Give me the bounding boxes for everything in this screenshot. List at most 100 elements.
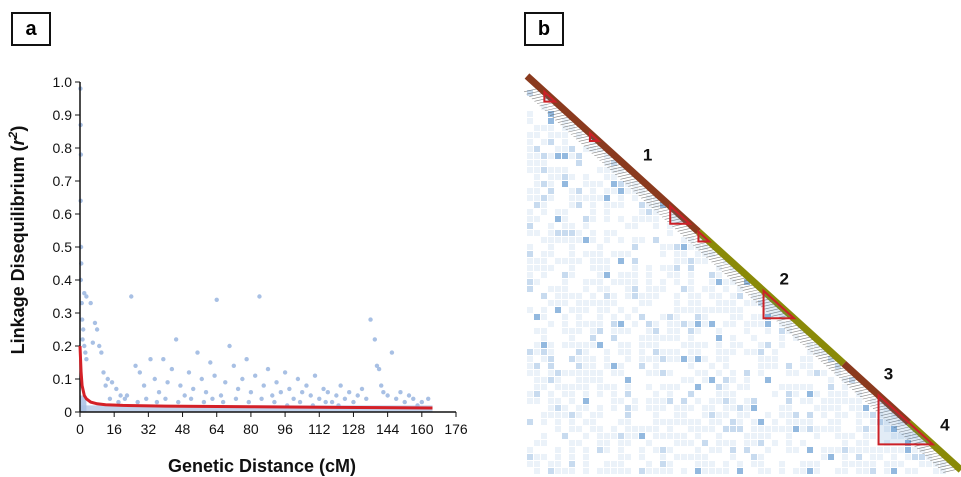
heatmap-cell [814, 461, 820, 467]
heatmap-cell [555, 286, 561, 292]
hatch-line [810, 348, 824, 353]
heatmap-cell [618, 272, 624, 278]
hatch-line [708, 256, 722, 260]
hatch-line [831, 367, 845, 372]
heatmap-cell [821, 370, 827, 376]
heatmap-cell [660, 251, 666, 257]
heatmap-cell [646, 321, 652, 327]
heatmap-cell [597, 272, 603, 278]
heatmap-cell [625, 342, 631, 348]
heatmap-cell [541, 251, 547, 257]
heatmap-cell [828, 447, 834, 453]
hatch-line [883, 414, 897, 419]
heatmap-cell [611, 384, 617, 390]
heatmap-cell [653, 223, 659, 229]
hatch-line [799, 339, 814, 343]
heatmap-cell [534, 461, 540, 467]
heatmap-cell [667, 398, 673, 404]
y-tick-label: 0.2 [53, 338, 73, 354]
hatch-line [807, 346, 821, 350]
heatmap-cell [576, 328, 582, 334]
ld-block [762, 288, 797, 320]
hatch-line [781, 322, 795, 327]
heatmap-cell [751, 300, 757, 306]
heatmap-cell [695, 321, 701, 327]
heatmap-cell [646, 300, 652, 306]
hatch-line [833, 369, 847, 374]
heatmap-cell [604, 153, 610, 159]
heatmap-cell [534, 216, 540, 222]
dense-band-near-zero [80, 395, 87, 412]
heatmap-cell [919, 447, 925, 453]
heatmap-cell [758, 300, 764, 306]
heatmap-cell [562, 153, 568, 159]
scatter-point [107, 396, 113, 401]
heatmap-cell [548, 139, 554, 145]
ld-block-outline [543, 89, 558, 103]
hatch-line [823, 360, 837, 364]
scatter-point [295, 376, 301, 382]
heatmap-cell [674, 419, 680, 425]
heatmap-cell [765, 447, 771, 453]
heatmap-cell [898, 433, 904, 439]
heatmap-cell [646, 286, 652, 292]
heatmap-cell [863, 405, 869, 411]
heatmap-cell [569, 195, 575, 201]
heatmap-cell [597, 258, 603, 264]
heatmap-cell [548, 251, 554, 257]
heatmap-cell [828, 398, 834, 404]
heatmap-cell [695, 307, 701, 313]
hatch-line [901, 431, 915, 435]
heatmap-cell [625, 251, 631, 257]
heatmap-cell [534, 258, 540, 264]
hatch-line [805, 343, 819, 348]
hatch-line [568, 128, 582, 133]
hatch-line [680, 230, 694, 234]
hatch-line [695, 244, 709, 249]
heatmap-cell [541, 440, 547, 446]
heatmap-cell [541, 412, 547, 418]
heatmap-cell [695, 300, 701, 306]
heatmap-cell [555, 167, 561, 173]
heatmap-cell [660, 286, 666, 292]
scatter-point [101, 370, 106, 375]
heatmap-cell [625, 272, 631, 278]
heatmap-cell [604, 237, 610, 243]
heatmap-cell [597, 286, 603, 292]
heatmap-cell [667, 419, 673, 425]
heatmap-cell [660, 447, 666, 453]
heatmap-cell [835, 433, 841, 439]
heatmap-cell [590, 146, 596, 152]
heatmap-cell [527, 251, 533, 257]
heatmap-cell [793, 391, 799, 397]
heatmap-cell [793, 468, 799, 474]
scatter-point [282, 370, 288, 375]
heatmap-cell [604, 440, 610, 446]
heatmap-cell [758, 363, 764, 369]
x-tick-label: 160 [410, 421, 434, 437]
heatmap-cell [534, 384, 540, 390]
heatmap-cell [527, 132, 533, 138]
heatmap-cell [807, 356, 813, 362]
heatmap-cell [583, 216, 589, 222]
heatmap-cell [737, 307, 743, 313]
heatmap-cell [877, 447, 883, 453]
heatmap-cell [793, 447, 799, 453]
heatmap-cell [597, 447, 603, 453]
y-tick-label: 1.0 [53, 74, 73, 90]
heatmap-cell [625, 279, 631, 285]
heatmap-cell [674, 349, 680, 355]
heatmap-cell [625, 440, 631, 446]
x-tick-label: 32 [141, 421, 157, 437]
heatmap-cell [709, 461, 715, 467]
heatmap-cell [597, 440, 603, 446]
scatter-point [82, 291, 87, 296]
hatch-line [836, 372, 850, 376]
heatmap-cell [604, 188, 610, 194]
heatmap-cell [786, 433, 792, 439]
heatmap-cell [674, 314, 680, 320]
heatmap-cell [821, 398, 827, 404]
heatmap-cell [653, 412, 659, 418]
